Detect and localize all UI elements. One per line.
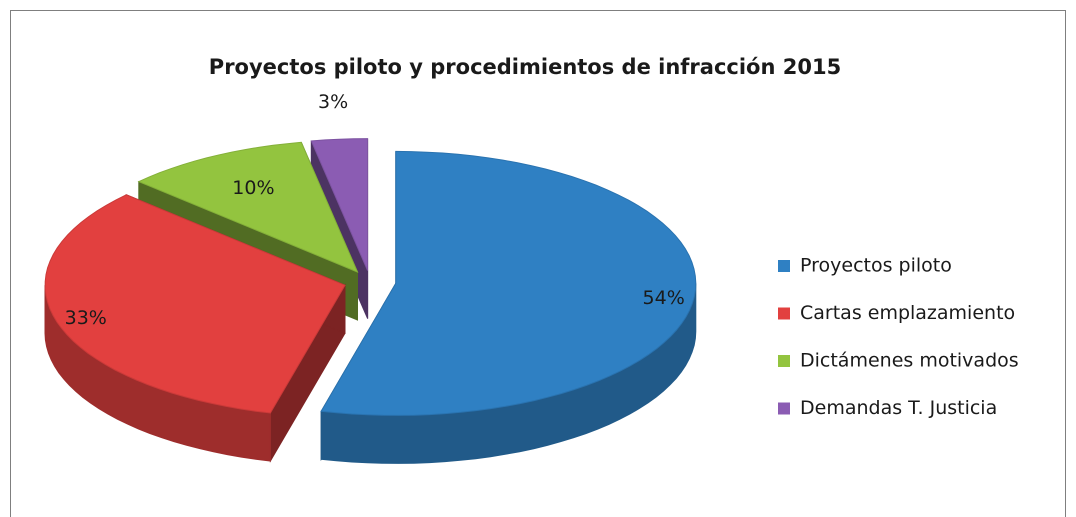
legend-label: Proyectos piloto [800, 255, 952, 277]
chart-title: Proyectos piloto y procedimientos de inf… [209, 55, 841, 79]
pie-slice [44, 194, 346, 463]
legend-swatch [778, 260, 790, 272]
legend-swatch [778, 402, 790, 415]
legend-label: Dictámenes motivados [800, 350, 1019, 372]
legend-label: Demandas T. Justicia [800, 397, 997, 419]
legend-label: Cartas emplazamiento [800, 302, 1015, 324]
data-label: 54% [643, 287, 685, 309]
slice-top [137, 141, 359, 273]
legend-swatch [778, 307, 790, 320]
data-label: 10% [232, 177, 274, 199]
data-label: 33% [65, 307, 107, 329]
data-label: 3% [318, 91, 348, 113]
legend-swatch [778, 355, 790, 367]
slice-top [310, 138, 369, 271]
slice-top [44, 194, 346, 414]
pie-slice [320, 150, 697, 464]
slice-top [320, 150, 697, 416]
